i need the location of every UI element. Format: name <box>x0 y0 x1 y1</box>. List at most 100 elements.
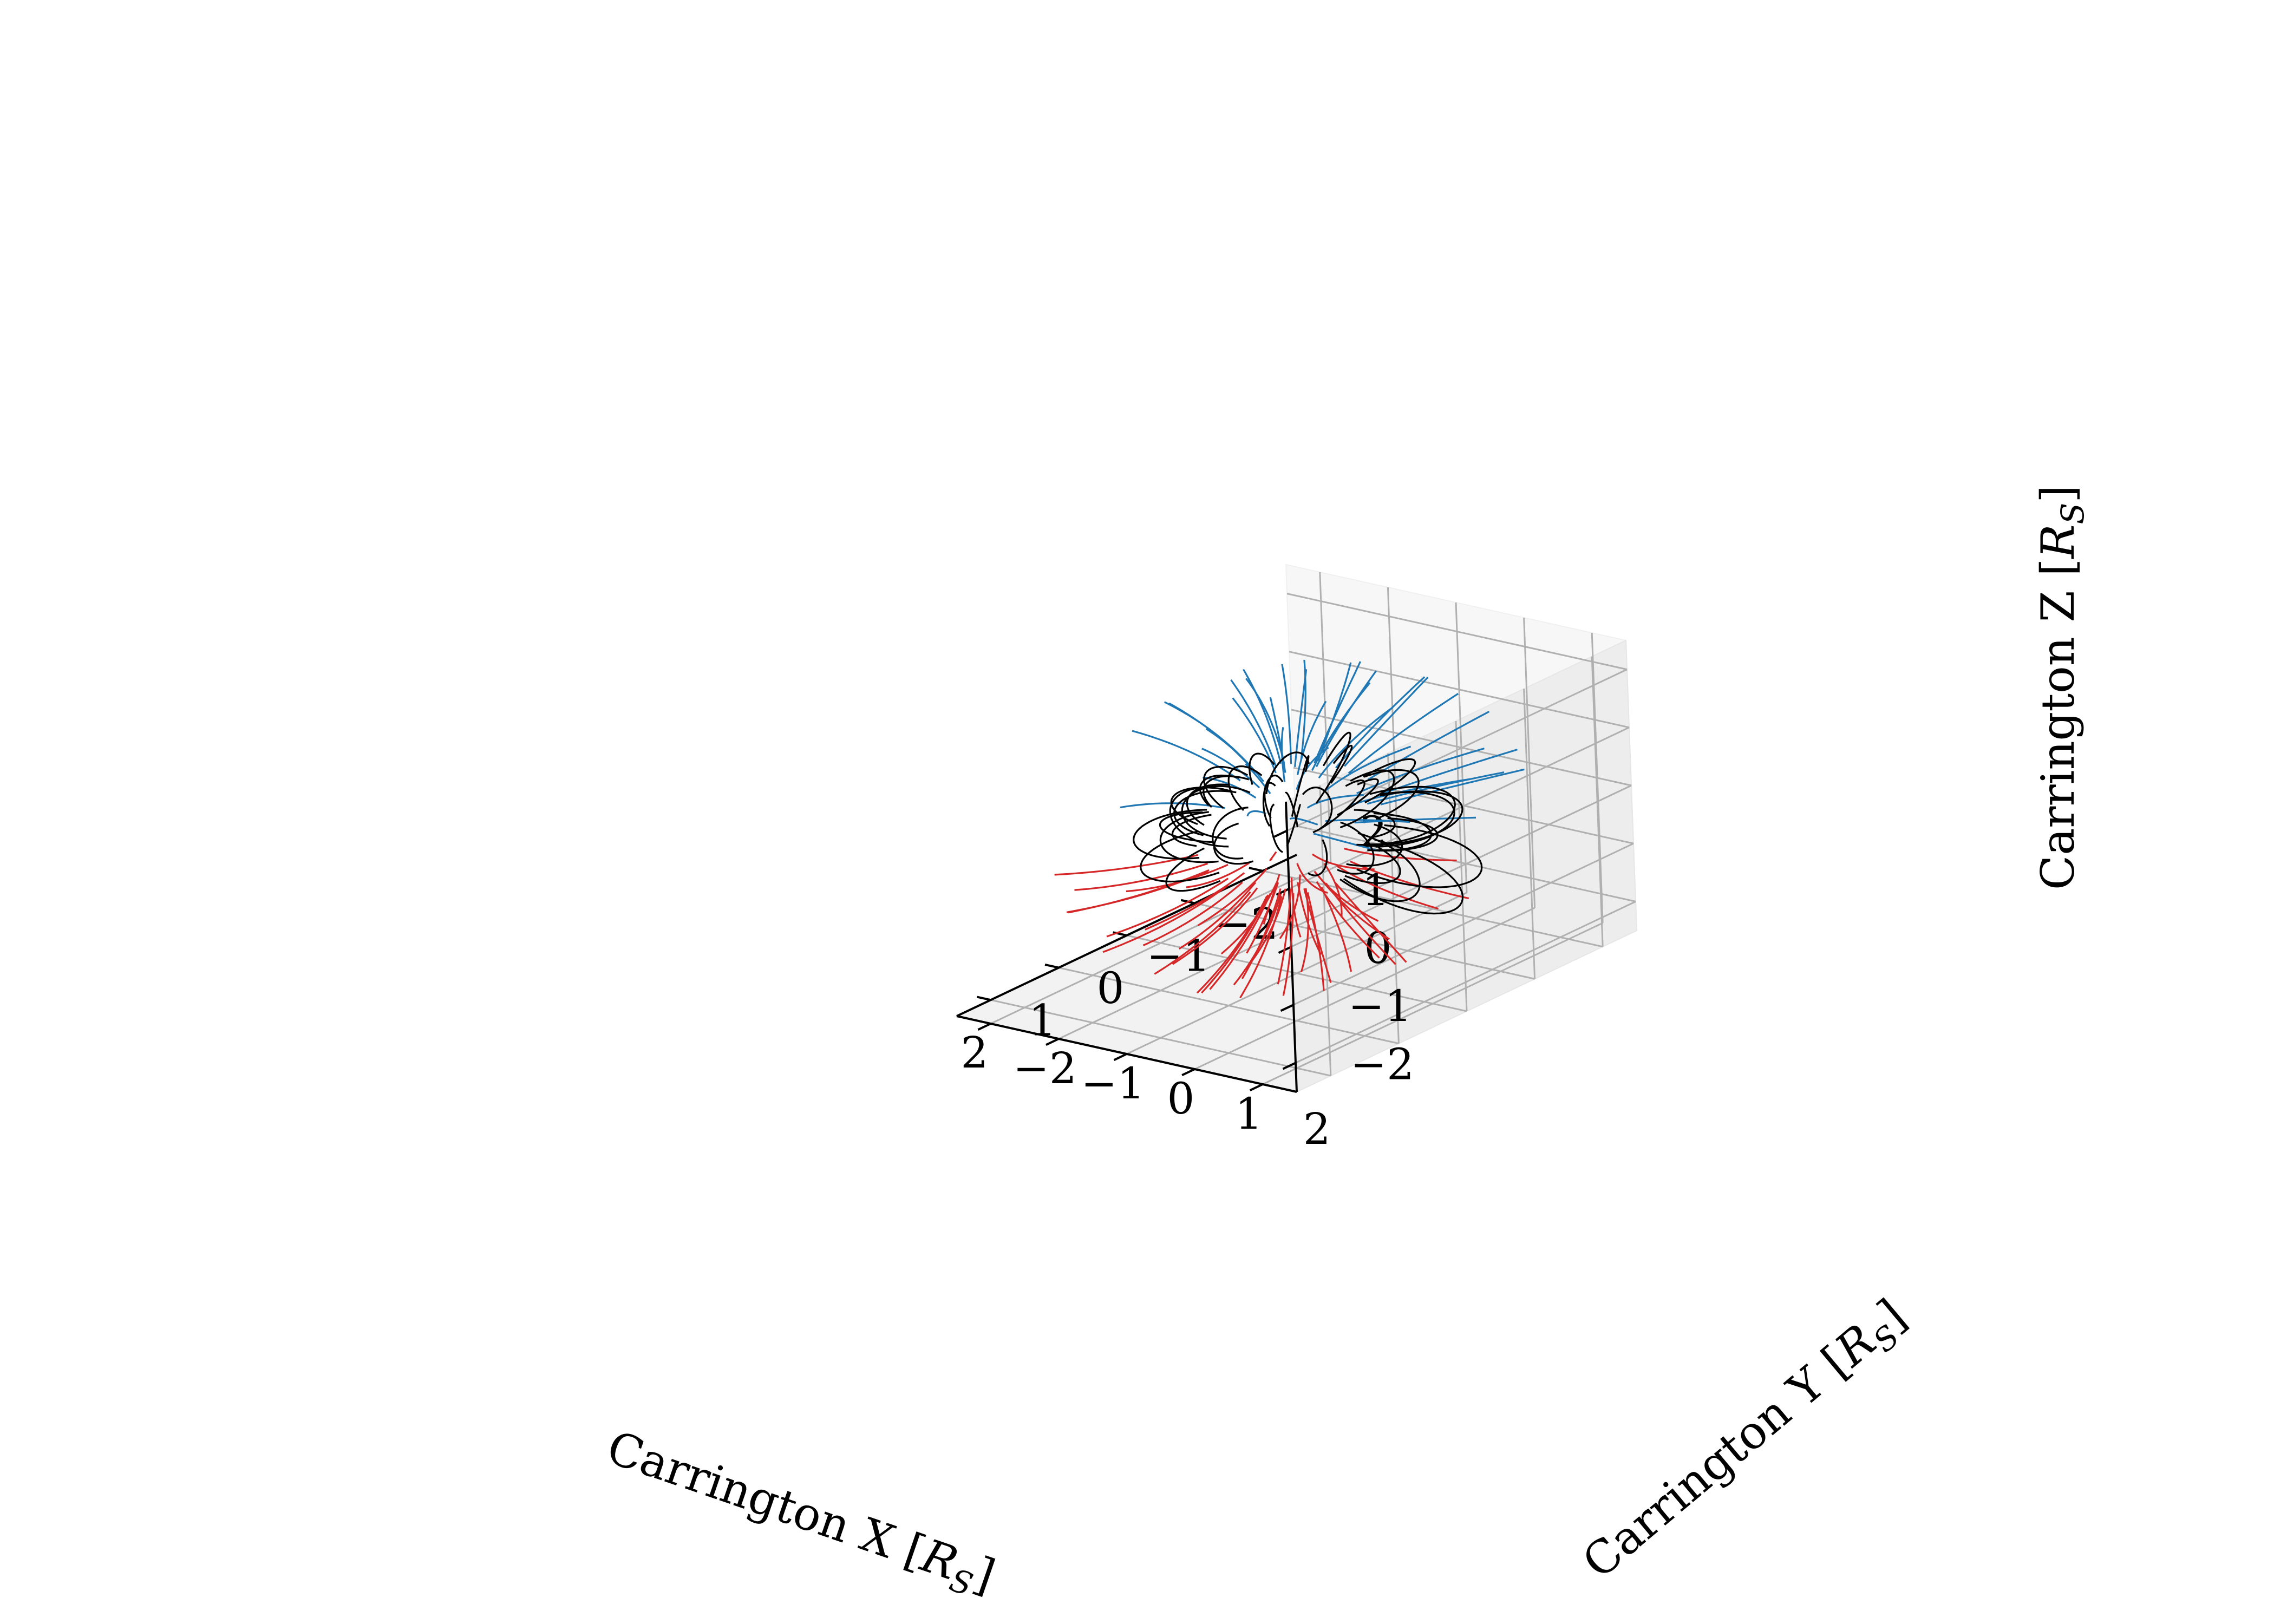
closed-field-line <box>1354 809 1396 839</box>
open-field-line-positive <box>1289 817 1318 826</box>
y-tick-label: 2 <box>1303 1104 1331 1154</box>
closed-field-line <box>1171 814 1212 847</box>
open-field-line-positive <box>1367 710 1490 781</box>
open-field-line-negative <box>1244 888 1286 971</box>
open-field-line-negative <box>1197 868 1267 927</box>
open-field-line-negative <box>1321 887 1352 972</box>
closed-field-line <box>1269 803 1283 853</box>
axes-gridlines <box>990 572 1636 1085</box>
closed-field-line <box>1356 824 1483 888</box>
z-tick-label: −2 <box>1350 1039 1414 1089</box>
open-field-line-negative <box>1220 882 1278 955</box>
open-field-line-positive <box>1132 730 1241 782</box>
open-field-line-positive <box>1350 778 1471 806</box>
closed-field-line <box>1346 823 1403 867</box>
open-field-line-negative <box>1335 882 1407 963</box>
open-field-line-positive <box>1243 669 1282 764</box>
y-tick-label: 0 <box>1167 1073 1195 1124</box>
x-tick-label: 2 <box>960 1027 988 1078</box>
closed-field-line <box>1312 779 1365 834</box>
grid-z-back <box>1291 784 1632 948</box>
open-field-line-positive <box>1245 678 1285 764</box>
closed-field-line <box>1330 744 1353 784</box>
x-tick-label: 0 <box>1097 963 1125 1013</box>
open-field-line-positive <box>1324 745 1412 792</box>
z-tick-mark <box>1280 1004 1294 1012</box>
x-tick-label: 1 <box>1029 996 1056 1046</box>
closed-field-line <box>1186 783 1230 826</box>
x-tick-mark <box>1044 963 1059 969</box>
open-field-line-positive <box>1230 679 1277 768</box>
open-field-line-negative <box>1312 853 1375 870</box>
x-axis-label: Carrington X [RS] <box>598 1420 1002 1609</box>
open-field-line-positive <box>1318 706 1393 779</box>
closed-field-line <box>1315 731 1351 804</box>
y-tick-mark <box>1181 1068 1195 1076</box>
grid-z-left <box>1289 651 1630 729</box>
closed-field-line <box>1213 822 1254 865</box>
y-tick-mark <box>1045 1038 1060 1046</box>
open-field-line-positive <box>1246 810 1267 817</box>
open-field-line-negative <box>1054 854 1199 876</box>
open-field-line-positive <box>1317 662 1352 761</box>
open-field-line-negative <box>1102 885 1229 953</box>
open-field-line-positive <box>1281 664 1292 764</box>
open-field-line-negative <box>1209 892 1272 990</box>
open-field-line-positive <box>1296 700 1327 776</box>
z-tick-label: −1 <box>1348 981 1412 1031</box>
open-field-line-negative <box>1282 893 1295 996</box>
y-tick-mark <box>1249 1083 1264 1091</box>
open-field-line-negative <box>1172 887 1258 965</box>
closed-field-line <box>1337 778 1379 816</box>
y-tick-label: −2 <box>1013 1043 1077 1093</box>
open-field-line-negative <box>1300 888 1309 973</box>
closed-field-line <box>1159 811 1214 843</box>
open-field-line-negative <box>1074 862 1208 891</box>
closed-field-line <box>1344 846 1401 885</box>
closed-field-line <box>1203 765 1249 809</box>
open-field-line-positive <box>1348 692 1459 774</box>
closed-field-line <box>1375 791 1455 848</box>
open-field-line-negative <box>1186 862 1250 888</box>
closed-field-line <box>1265 751 1310 794</box>
open-field-line-positive <box>1313 833 1381 852</box>
closed-field-line <box>1373 812 1433 852</box>
grid-y-floor <box>1126 892 1467 1055</box>
open-field-line-positive <box>1294 669 1308 767</box>
grid-z-back <box>1289 726 1630 890</box>
open-field-line-negative <box>1233 893 1282 986</box>
open-field-line-negative <box>1068 869 1210 914</box>
closed-field-line <box>1264 782 1276 819</box>
closed-field-line <box>1165 847 1221 892</box>
z-tick-mark <box>1282 1062 1296 1070</box>
grid-z-back <box>1295 901 1636 1064</box>
y-tick-label: 1 <box>1235 1089 1263 1139</box>
open-field-line-negative <box>1106 878 1229 938</box>
open-field-line-positive <box>1164 701 1255 771</box>
open-field-line-negative <box>1154 891 1251 975</box>
x-tick-mark <box>1249 867 1263 872</box>
axes-panes <box>955 564 1639 1093</box>
open-field-line-positive <box>1314 661 1362 764</box>
y-tick-mark <box>977 1023 991 1031</box>
closed-field-line <box>1291 755 1310 817</box>
grid-y-floor <box>1262 922 1603 1085</box>
closed-field-line <box>1140 830 1220 883</box>
closed-field-line <box>1203 775 1250 808</box>
closed-field-line <box>1337 821 1375 875</box>
closed-field-line <box>1286 803 1301 847</box>
open-field-line-negative <box>1296 863 1328 894</box>
open-field-line-negative <box>1306 892 1325 991</box>
field-lines <box>1054 659 1525 999</box>
closed-field-line <box>1339 832 1421 902</box>
grid-z-left <box>1286 593 1628 671</box>
open-field-line-positive <box>1315 670 1377 768</box>
closed-field-line <box>1307 839 1328 876</box>
open-field-line-negative <box>1145 872 1245 931</box>
x-tick-mark <box>976 996 991 1001</box>
closed-field-line <box>1133 809 1207 860</box>
grid-z-back <box>1293 842 1634 1006</box>
open-field-line-negative <box>1297 882 1322 955</box>
closed-field-line <box>1362 758 1416 804</box>
